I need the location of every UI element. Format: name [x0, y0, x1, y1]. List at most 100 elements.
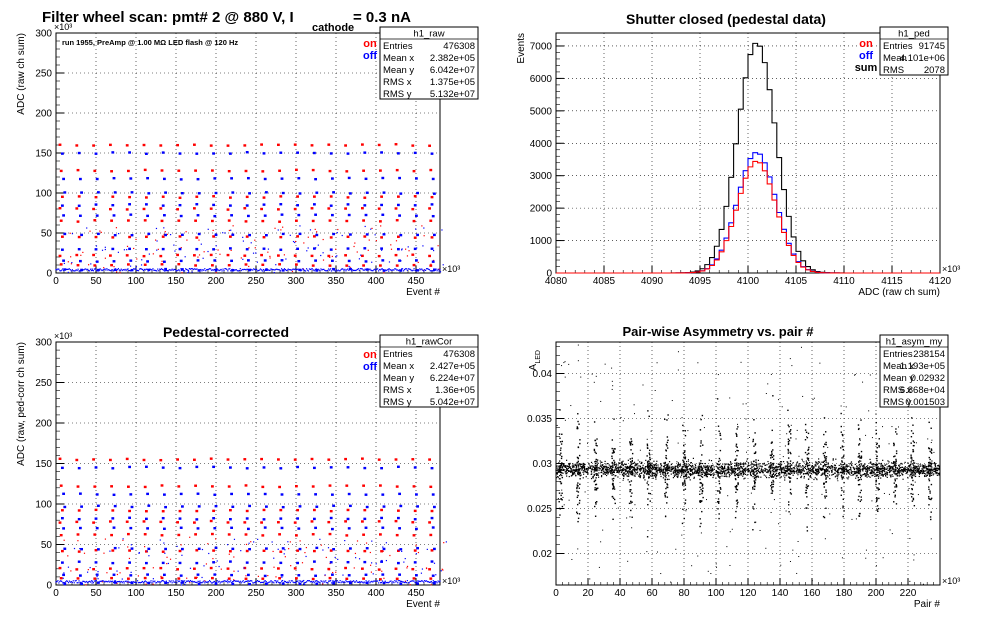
data-point: [605, 465, 607, 467]
data-point: [581, 468, 583, 470]
data-point: [209, 144, 213, 147]
data-point: [413, 247, 417, 251]
data-point: [188, 271, 190, 273]
data-point: [196, 214, 200, 217]
data-point: [424, 269, 426, 271]
data-point: [430, 509, 434, 513]
data-point: [59, 263, 63, 266]
data-point: [344, 144, 347, 147]
data-point: [555, 465, 557, 467]
data-point: [600, 464, 602, 466]
data-point: [280, 177, 284, 180]
data-point: [418, 580, 420, 582]
data-point: [304, 552, 306, 554]
data-point: [738, 467, 741, 469]
data-point: [755, 463, 758, 466]
data-point: [277, 458, 280, 461]
data-point: [347, 268, 349, 270]
data-point: [296, 465, 299, 469]
data-point: [327, 143, 331, 146]
legend-on: on: [859, 38, 873, 50]
data-point: [629, 473, 632, 475]
data-point: [138, 551, 140, 554]
data-point: [695, 467, 697, 469]
data-point: [934, 470, 937, 472]
data-point: [913, 475, 915, 477]
data-point: [245, 509, 249, 513]
data-point: [406, 579, 408, 582]
data-point: [191, 580, 193, 582]
data-point: [97, 578, 99, 580]
data-point: [655, 473, 657, 476]
data-point: [315, 247, 317, 249]
legend-off: off: [363, 50, 377, 62]
data-point: [567, 467, 570, 469]
data-point: [676, 473, 678, 475]
data-point: [75, 458, 79, 462]
data-point: [784, 472, 786, 474]
data-point: [667, 466, 669, 468]
data-point: [307, 236, 309, 238]
data-point: [908, 465, 910, 467]
data-point: [698, 470, 700, 472]
data-point: [281, 268, 283, 270]
data-point: [63, 191, 67, 194]
data-point: [651, 475, 653, 477]
data-point: [203, 251, 205, 253]
data-point: [593, 473, 595, 476]
x-tick-label: 250: [248, 588, 265, 599]
data-point: [688, 472, 690, 474]
data-point: [344, 268, 346, 270]
data-point: [194, 268, 196, 270]
data-point: [886, 474, 889, 476]
data-point: [914, 472, 916, 474]
data-point: [870, 471, 873, 473]
data-point: [395, 268, 397, 270]
data-point: [361, 457, 364, 460]
data-point: [348, 269, 350, 271]
data-point: [335, 581, 337, 583]
data-point: [817, 473, 819, 475]
data-point: [659, 471, 661, 473]
x-tick-label: 4105: [785, 276, 808, 287]
data-point: [296, 151, 299, 154]
data-point: [84, 581, 86, 583]
data-point: [617, 476, 619, 478]
data-point: [323, 580, 325, 582]
data-point: [349, 233, 352, 236]
data-point: [832, 466, 834, 468]
data-point: [701, 468, 704, 470]
data-point: [79, 270, 81, 272]
data-point: [145, 247, 148, 251]
data-point: [680, 469, 682, 471]
data-point: [350, 268, 352, 270]
data-point: [143, 581, 145, 583]
data-point: [709, 465, 711, 467]
data-point: [700, 469, 702, 471]
data-point: [415, 214, 418, 217]
data-point: [820, 468, 823, 470]
data-point: [178, 580, 180, 583]
data-point: [193, 268, 195, 270]
data-point: [151, 582, 153, 584]
data-point: [843, 463, 846, 465]
x-tick-label: 220: [900, 588, 917, 599]
data-point: [213, 573, 217, 576]
data-point: [239, 580, 241, 582]
data-point: [69, 269, 71, 271]
x-tick-label: 4095: [689, 276, 712, 287]
data-point: [677, 474, 679, 476]
data-point: [870, 470, 872, 472]
data-point: [351, 270, 353, 272]
data-point: [63, 581, 65, 584]
data-point: [156, 582, 158, 584]
data-point: [273, 271, 275, 274]
data-point: [213, 268, 215, 271]
data-point: [787, 472, 789, 474]
data-point: [375, 269, 377, 271]
data-point: [431, 493, 435, 496]
data-point: [348, 581, 350, 583]
data-point: [595, 467, 597, 470]
data-point: [929, 469, 931, 471]
data-point: [406, 255, 409, 257]
